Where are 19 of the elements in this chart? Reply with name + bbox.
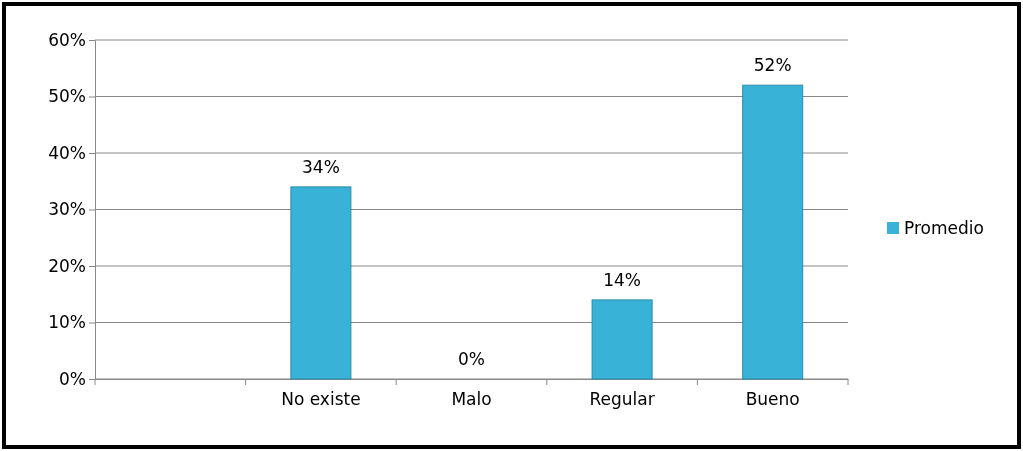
bar (290, 186, 352, 380)
data-label: 0% (458, 349, 485, 369)
bar (591, 299, 653, 380)
x-tick-label: Regular (589, 389, 655, 410)
x-tick-label: No existe (281, 389, 361, 410)
y-tick-label: 60% (48, 29, 86, 50)
y-tick-label: 30% (48, 199, 86, 220)
bar (742, 84, 804, 380)
legend-label: Promedio (904, 218, 984, 238)
y-tick-label: 50% (48, 86, 86, 107)
y-tick-label: 10% (48, 312, 86, 333)
x-tick-label: Malo (451, 389, 492, 410)
data-label: 34% (302, 156, 340, 177)
y-tick-label: 20% (48, 255, 86, 276)
data-label: 14% (603, 269, 641, 290)
y-tick-label: 0% (59, 368, 86, 389)
x-tick-label: Bueno (745, 389, 800, 410)
y-tick-label: 40% (48, 142, 86, 163)
data-label: 52% (753, 55, 792, 76)
